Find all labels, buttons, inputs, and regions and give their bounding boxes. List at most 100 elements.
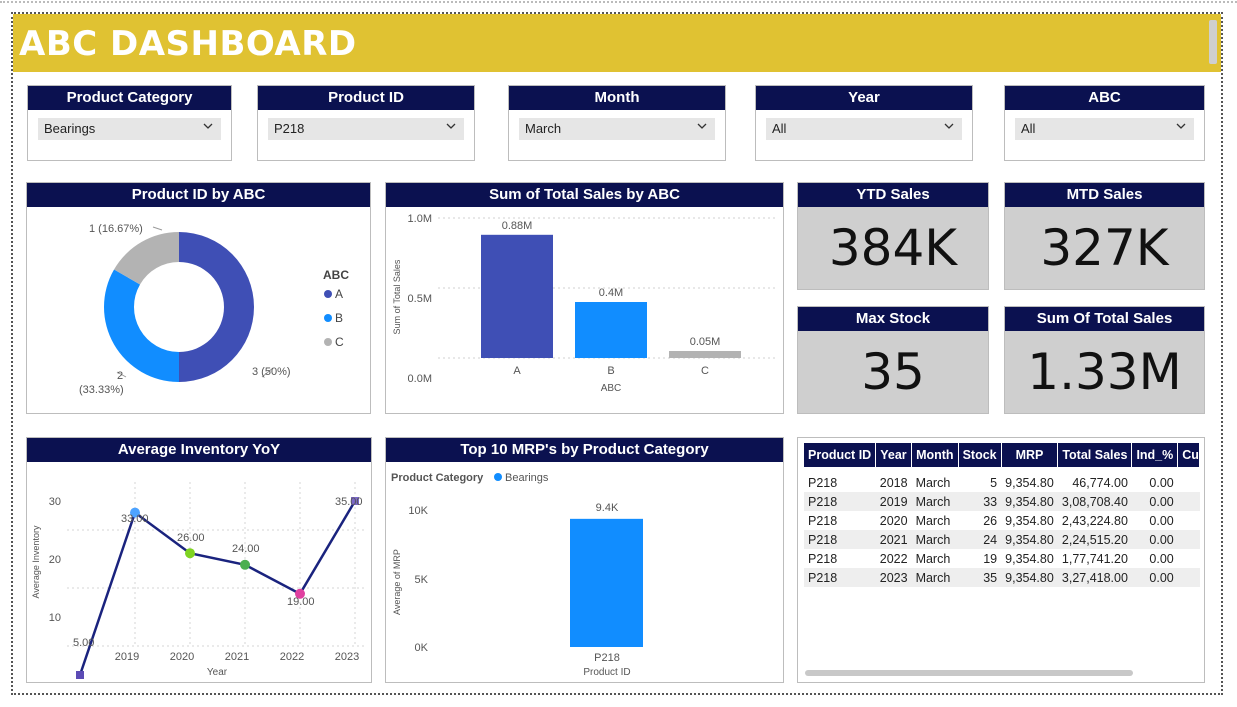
data-label: 9.4K — [596, 502, 619, 514]
column-header[interactable]: Cu — [1177, 443, 1200, 467]
legend-dot-c — [324, 338, 332, 346]
card-label: MTD Sales — [1005, 183, 1204, 207]
data-label: 0.88M — [502, 220, 533, 232]
inventory-line-chart: 30 20 10 Average Inventory 2019 2020 202… — [31, 482, 367, 679]
y-tick: 0K — [415, 642, 429, 654]
bar-c[interactable] — [669, 351, 741, 358]
table-row: P218 2018 March 5 9,354.80 46,774.00 0.0… — [804, 473, 1200, 492]
data-label: 0.4M — [599, 287, 623, 299]
cell: 2021 — [875, 530, 912, 549]
cell: P218 — [808, 513, 838, 528]
product-id-dropdown[interactable]: P218 — [268, 118, 464, 140]
chevron-down-icon — [697, 123, 707, 129]
data-label: 33.00 — [121, 513, 149, 525]
column-header[interactable]: MRP — [1001, 443, 1059, 467]
sales-bar-chart: 1.0M 0.5M 0.0M Sum of Total Sales 0.88M 0… — [392, 213, 778, 394]
x-axis-label: Product ID — [583, 667, 630, 678]
legend-label-c[interactable]: C — [335, 335, 344, 349]
column-header[interactable]: Month — [911, 443, 959, 467]
product-category-dropdown[interactable]: Bearings — [38, 118, 221, 140]
x-tick: 2019 — [115, 651, 139, 663]
cell: March — [915, 513, 951, 528]
cell: 33 — [958, 492, 1002, 511]
slicer-header: Year — [756, 86, 972, 110]
data-label: 5.00 — [73, 637, 94, 649]
y-tick: 1.0M — [408, 213, 432, 225]
slicer-abc: ABC All — [1004, 85, 1205, 161]
y-tick: 30 — [49, 496, 61, 508]
chevron-down-icon — [1176, 123, 1186, 129]
cell: 5 — [990, 475, 998, 490]
donut-slice-b[interactable] — [104, 269, 179, 383]
column-header[interactable]: Total Sales — [1057, 443, 1133, 467]
data-label: 35.00 — [335, 496, 363, 508]
cell: March — [915, 551, 951, 566]
year-dropdown[interactable]: All — [766, 118, 962, 140]
column-header[interactable]: Year — [875, 443, 913, 467]
chart-title: Top 10 MRP's by Product Category — [386, 438, 783, 462]
data-label: 24.00 — [232, 543, 260, 555]
slicer-year: Year All — [755, 85, 973, 161]
column-header[interactable]: Ind_% — [1131, 443, 1179, 467]
data-point[interactable] — [351, 497, 359, 505]
chevron-down-icon — [446, 123, 456, 129]
mrp-bar-chart-panel: Top 10 MRP's by Product Category Product… — [385, 437, 784, 683]
table-header-row: Product ID Year Month Stock MRP Total Sa… — [804, 443, 1200, 467]
cell: 24 — [958, 530, 1002, 549]
cell: 1,77,741.20 — [1061, 551, 1128, 566]
line-series-average-inventory[interactable] — [78, 500, 357, 676]
cell: 2023 — [875, 568, 912, 587]
slice-label-b-percent: (33.33%) — [79, 384, 124, 396]
card-value: 35 — [861, 343, 925, 401]
legend-item[interactable]: Bearings — [505, 472, 549, 484]
legend-title: ABC — [323, 268, 349, 282]
donut-chart: 3 (50%) 2 (33.33%) 1 (16.67%) ABC A B C — [79, 223, 349, 396]
data-point[interactable] — [185, 548, 195, 559]
cell: 46,774.00 — [1072, 475, 1128, 490]
bar-a[interactable] — [481, 234, 553, 358]
cell: P218 — [804, 492, 876, 511]
x-tick-c: C — [701, 365, 709, 377]
card-value: 1.33M — [1027, 343, 1182, 401]
x-tick-b: B — [607, 365, 614, 377]
abc-dropdown[interactable]: All — [1015, 118, 1194, 140]
table-row: P218 2022 March 19 9,354.80 1,77,741.20 … — [804, 549, 1200, 568]
y-axis-label: Sum of Total Sales — [392, 259, 402, 334]
donut-slice-c[interactable] — [114, 232, 179, 285]
legend-label-a[interactable]: A — [335, 287, 343, 301]
leader-line — [152, 226, 163, 231]
data-point[interactable] — [130, 507, 140, 518]
slicer-header: Product Category — [28, 86, 231, 110]
chart-title: Sum of Total Sales by ABC — [386, 183, 783, 207]
month-dropdown[interactable]: March — [519, 118, 715, 140]
slicer-product-id: Product ID P218 — [257, 85, 475, 161]
data-point[interactable] — [76, 671, 84, 679]
column-header[interactable]: Product ID — [804, 443, 877, 467]
card-label: Max Stock — [798, 307, 988, 331]
legend-title: Product Category — [391, 472, 484, 484]
slicer-month: Month March — [508, 85, 726, 161]
chart-title: Average Inventory YoY — [27, 438, 371, 462]
data-table: Product ID Year Month Stock MRP Total Sa… — [804, 443, 1200, 587]
vertical-scrollbar[interactable] — [1209, 20, 1217, 64]
cell: 2,43,224.80 — [1061, 513, 1128, 528]
donut-slice-a[interactable] — [179, 232, 254, 382]
cell: 0.00 — [1131, 492, 1178, 511]
cell: 9,354.80 — [1005, 551, 1054, 566]
bar-b[interactable] — [575, 302, 647, 358]
cell: 2018 — [879, 475, 908, 490]
cell: 0.00 — [1131, 530, 1178, 549]
legend-label-b[interactable]: B — [335, 311, 343, 325]
chart-title: Product ID by ABC — [27, 183, 370, 207]
legend-dot-b — [324, 314, 332, 322]
bar-p218[interactable] — [570, 518, 643, 647]
x-tick-a: A — [513, 365, 521, 377]
donut-chart-panel: Product ID by ABC 3 (50%) 2 (33.33%) 1 (… — [26, 182, 371, 414]
column-header[interactable]: Stock — [958, 443, 1002, 467]
table-row: P218 2023 March 35 9,354.80 3,27,418.00 … — [804, 568, 1200, 587]
data-point[interactable] — [295, 588, 305, 599]
data-point[interactable] — [240, 559, 250, 570]
slice-label-c: 1 (16.67%) — [89, 223, 143, 235]
horizontal-scrollbar[interactable] — [805, 670, 1133, 676]
kpi-card-ytd-sales: YTD Sales 384K — [797, 182, 989, 290]
